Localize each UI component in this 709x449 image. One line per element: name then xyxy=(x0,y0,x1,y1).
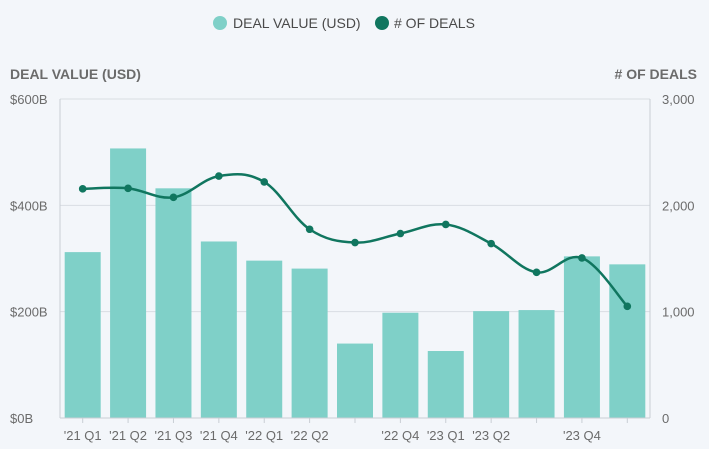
x-tick-label: '23 Q1 xyxy=(427,428,465,443)
x-tick-label: '22 Q2 xyxy=(291,428,329,443)
bars xyxy=(64,148,646,418)
right-tick-label: 1,000 xyxy=(662,305,695,320)
left-tick-label: $600B xyxy=(10,92,48,107)
left-axis-title: DEAL VALUE (USD) xyxy=(10,66,141,82)
deals-point xyxy=(396,229,405,238)
bar xyxy=(609,264,646,418)
deals-point xyxy=(78,185,87,193)
x-tick-label: '23 Q2 xyxy=(472,428,510,443)
x-tick-label: '23 Q4 xyxy=(563,428,601,443)
deals-point xyxy=(623,302,632,311)
legend-label-deal-value: DEAL VALUE (USD) xyxy=(233,15,361,31)
deals-point xyxy=(169,193,178,202)
deals-point xyxy=(441,220,450,229)
bar xyxy=(110,148,147,418)
x-tick-label: '22 Q1 xyxy=(245,428,283,443)
bar xyxy=(337,343,373,418)
x-tick-label: '22 Q4 xyxy=(381,428,419,443)
deals-point xyxy=(260,178,269,186)
legend-swatch-num-deals xyxy=(375,16,389,30)
left-tick-label: $200B xyxy=(10,305,48,320)
deals-point xyxy=(578,254,586,262)
x-tick-label: '21 Q1 xyxy=(64,428,102,443)
deals-point xyxy=(215,172,223,180)
right-tick-label: 0 xyxy=(662,411,669,426)
bar xyxy=(473,311,510,418)
deals-point xyxy=(305,225,314,234)
x-tick-label: '21 Q4 xyxy=(200,428,238,443)
bar xyxy=(382,312,419,418)
bar xyxy=(200,241,237,418)
right-tick-label: 3,000 xyxy=(662,92,695,107)
right-tick-label: 2,000 xyxy=(662,198,695,213)
x-tick-label: '21 Q3 xyxy=(155,428,193,443)
deals-point xyxy=(532,268,541,277)
legend-swatch-deal-value xyxy=(213,16,227,30)
bar xyxy=(563,256,600,418)
left-tick-label: $0B xyxy=(10,411,33,426)
deals-point xyxy=(487,239,495,248)
bar xyxy=(246,260,283,418)
deals-point xyxy=(351,238,359,247)
right-axis-title: # OF DEALS xyxy=(615,66,697,82)
legend: DEAL VALUE (USD) # OF DEALS xyxy=(213,15,475,31)
bar xyxy=(155,188,192,418)
deals-point xyxy=(124,184,132,193)
deals-line xyxy=(78,172,632,311)
left-tick-label: $400B xyxy=(10,198,48,213)
bar xyxy=(518,310,555,418)
axes: $0B $200B $400B $600B 0 1,000 2,000 3,000 '21 Q1… xyxy=(10,92,695,443)
bar xyxy=(64,252,101,418)
bar xyxy=(427,351,464,418)
bar xyxy=(291,268,328,418)
x-tick-label: '21 Q2 xyxy=(109,428,147,443)
legend-label-num-deals: # OF DEALS xyxy=(394,15,475,31)
